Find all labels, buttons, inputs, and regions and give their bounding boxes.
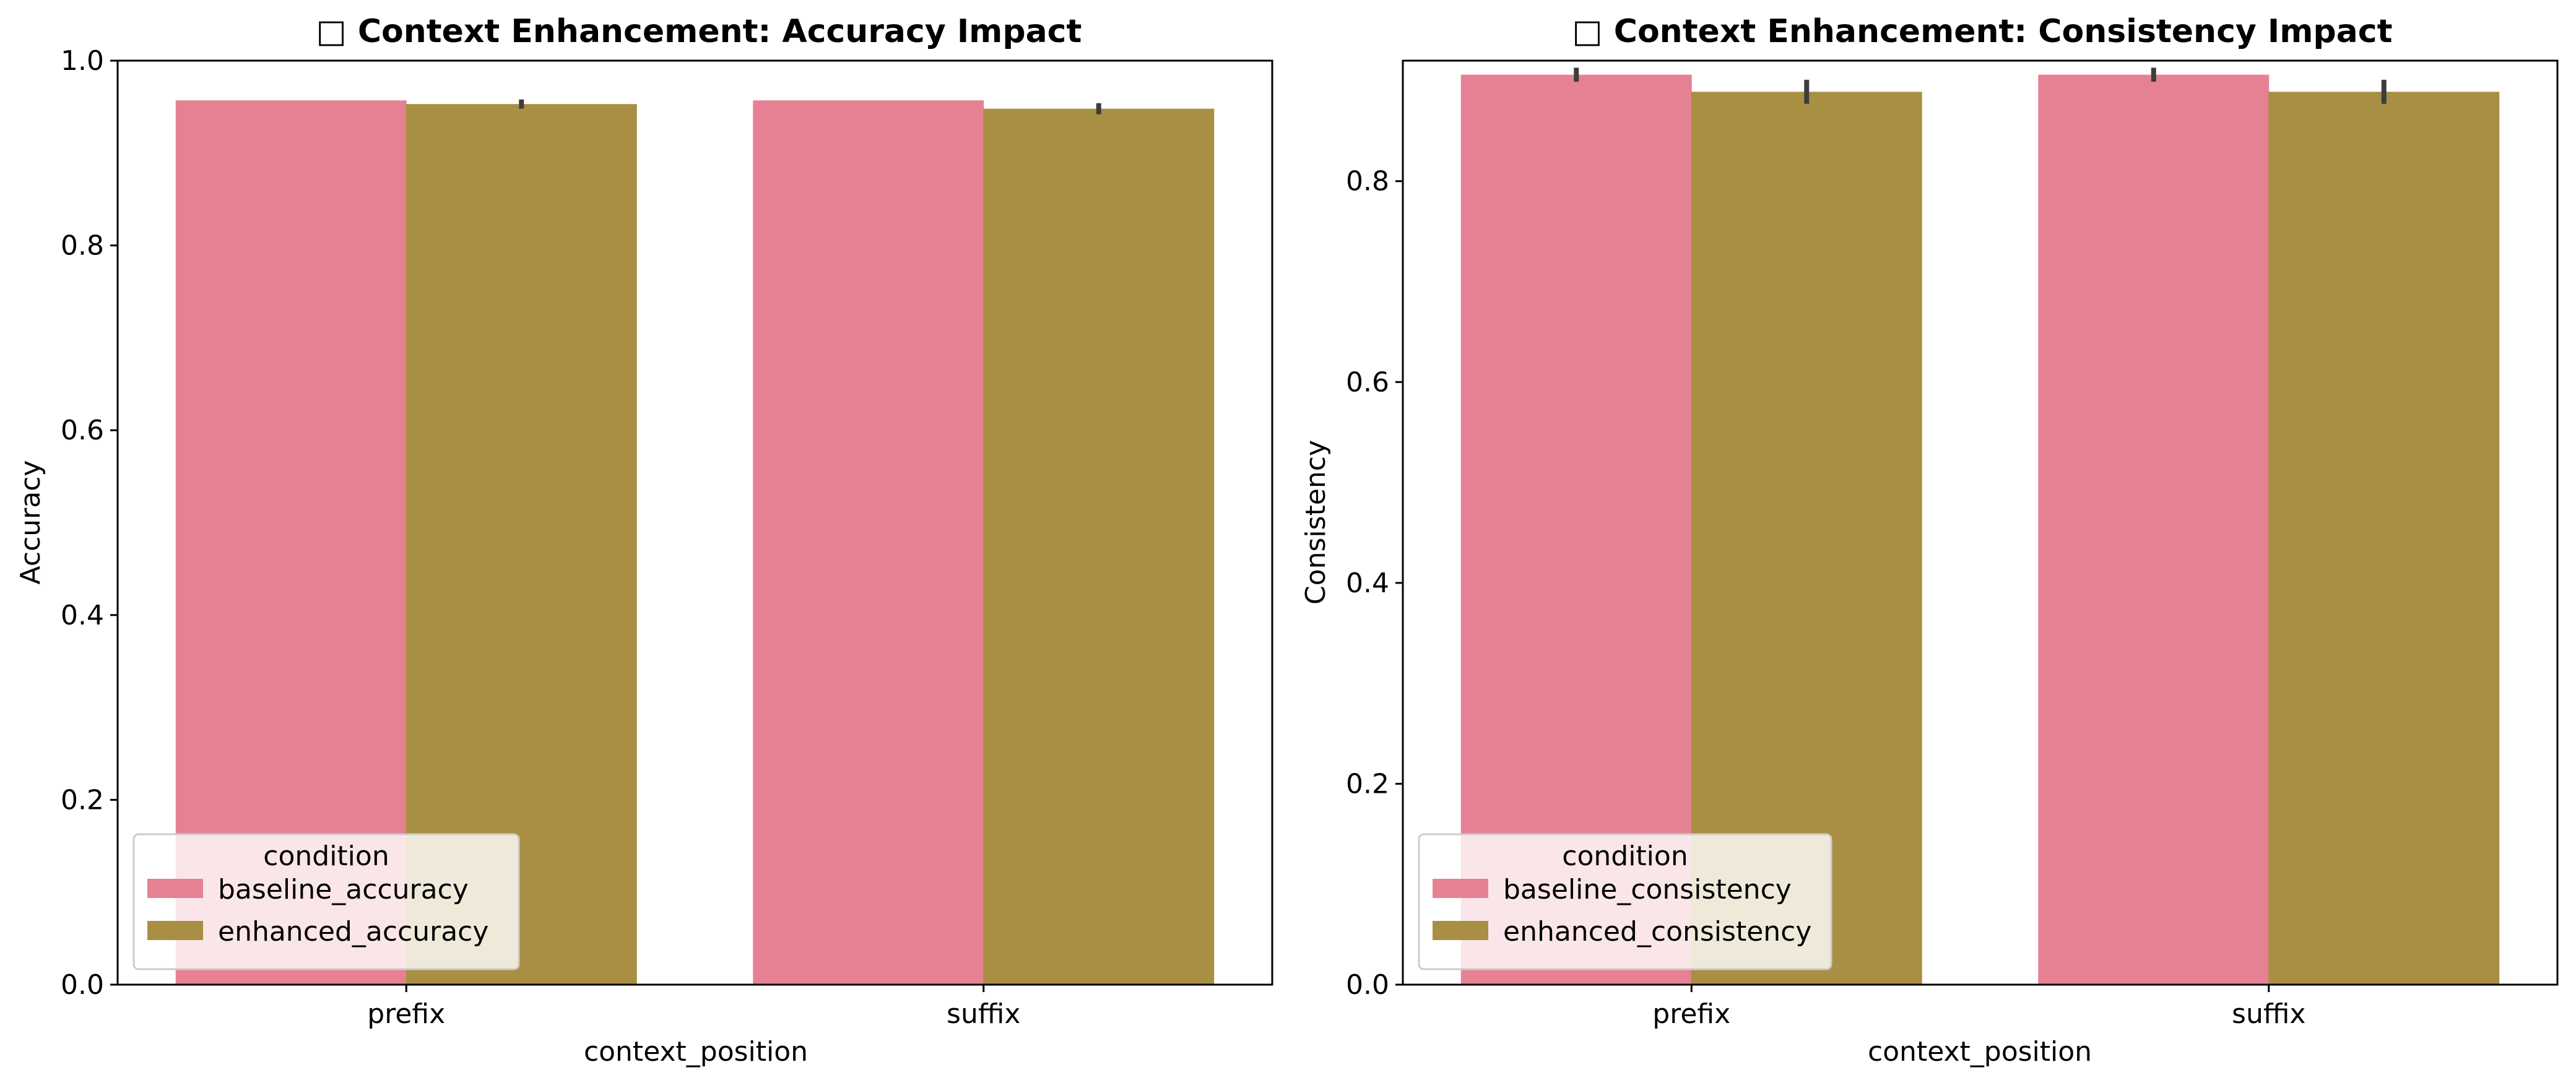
accuracy-chart: □ Context Enhancement: Accuracy Impact A… [15, 13, 1273, 1068]
chart-title: □ Context Enhancement: Consistency Impac… [1572, 13, 2393, 50]
y-tick-label: 1.0 [61, 45, 104, 77]
legend-label-enhanced_consistency: enhanced_consistency [1503, 916, 1811, 948]
bar-baseline_consistency-prefix [1460, 74, 1692, 985]
x-tick-label: prefix [1652, 998, 1730, 1030]
x-tick-label: suffix [947, 998, 1020, 1030]
legend-swatch-enhanced_accuracy [147, 921, 203, 940]
y-tick-label: 0.2 [1346, 768, 1389, 800]
plot-area [175, 99, 1215, 985]
y-tick-label: 0.8 [1346, 166, 1389, 197]
legend-label-baseline_accuracy: baseline_accuracy [218, 874, 469, 905]
y-tick-label: 0.0 [1346, 969, 1389, 1001]
legend-label-baseline_consistency: baseline_consistency [1503, 874, 1792, 905]
axis-ticks: 0.0 0.2 0.4 0.6 0.8 prefix suffix [1346, 166, 2305, 1030]
y-tick-label: 0.4 [1346, 568, 1389, 599]
chart-title: □ Context Enhancement: Accuracy Impact [316, 13, 1082, 50]
x-axis-label: context_position [584, 1036, 808, 1068]
legend-swatch-baseline_accuracy [147, 879, 203, 898]
x-axis-label: context_position [1868, 1036, 2092, 1068]
legend-swatch-enhanced_consistency [1433, 921, 1488, 940]
y-tick-label: 0.6 [1346, 366, 1389, 398]
y-tick-label: 0.6 [61, 415, 104, 446]
legend-swatch-baseline_consistency [1433, 879, 1488, 898]
bar-enhanced_consistency-suffix [2268, 92, 2500, 985]
bar-baseline_accuracy-suffix [753, 100, 984, 985]
legend-box [132, 833, 520, 970]
y-tick-label: 0.2 [61, 784, 104, 816]
x-tick-label: prefix [367, 998, 445, 1030]
bar-baseline_consistency-suffix [2038, 74, 2270, 985]
bar-enhanced_accuracy-suffix [983, 108, 1215, 985]
y-tick-label: 0.8 [61, 230, 104, 262]
y-tick-label: 0.4 [61, 600, 104, 631]
axis-ticks: 0.0 0.2 0.4 0.6 0.8 1.0 prefix suffix [61, 45, 1020, 1030]
plot-frame [116, 59, 1273, 986]
consistency-chart: □ Context Enhancement: Consistency Impac… [1300, 13, 2559, 1068]
legend-box [1418, 833, 1832, 970]
x-tick-label: suffix [2232, 998, 2305, 1030]
y-axis-label: Consistency [1300, 440, 1332, 605]
y-axis-label: Accuracy [15, 460, 46, 585]
legend-title: condition [1562, 840, 1688, 872]
y-tick-label: 0.0 [61, 969, 104, 1001]
legend-title: condition [263, 840, 389, 872]
legend-label-enhanced_accuracy: enhanced_accuracy [218, 916, 488, 948]
plot-frame [1402, 59, 2559, 986]
